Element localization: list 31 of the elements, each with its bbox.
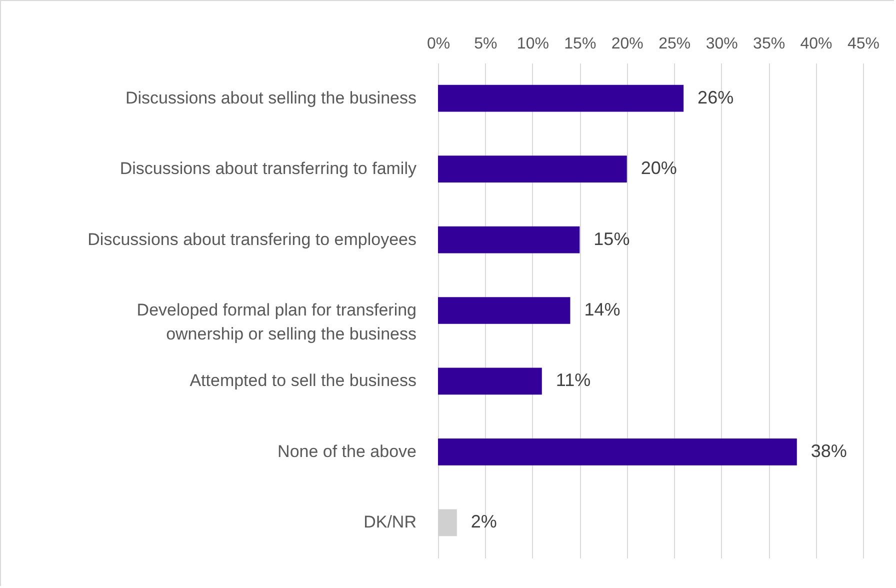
y-tick-label: Developed formal plan for transfering ownership or selling the business xyxy=(136,300,416,344)
y-tick-label: Discussions about selling the business xyxy=(125,88,416,108)
x-tick-label: 5% xyxy=(474,36,498,52)
y-tick-label: DK/NR xyxy=(364,512,416,532)
x-tick-label: 10% xyxy=(516,36,549,52)
bar xyxy=(438,368,542,395)
data-label: 38% xyxy=(810,440,847,461)
bar xyxy=(438,226,580,254)
x-tick-label: 45% xyxy=(847,36,880,52)
x-tick-label: 40% xyxy=(800,36,832,52)
y-tick-label: Attempted to sell the business xyxy=(190,371,416,390)
data-label: 14% xyxy=(584,300,620,320)
x-tick-label: 30% xyxy=(706,36,738,52)
bar xyxy=(438,509,457,536)
data-label: 26% xyxy=(698,87,734,108)
data-label: 20% xyxy=(640,158,677,178)
x-tick-label: 15% xyxy=(564,36,596,52)
x-tick-label: 25% xyxy=(658,36,691,52)
data-label: 15% xyxy=(594,228,630,249)
y-tick-label: None of the above xyxy=(278,442,416,461)
y-tick-label: Discussions about transferring to family xyxy=(120,159,417,178)
y-tick-label: Discussions about transfering to employees xyxy=(88,230,416,249)
bar xyxy=(438,156,627,183)
bar xyxy=(438,84,684,112)
data-label: 11% xyxy=(556,370,591,390)
x-tick-label: 20% xyxy=(611,36,644,52)
bar xyxy=(438,438,797,466)
x-tick-label: 35% xyxy=(753,36,786,52)
x-tick-label: 0% xyxy=(426,36,450,52)
data-label: 2% xyxy=(470,512,497,532)
bar xyxy=(438,297,570,324)
